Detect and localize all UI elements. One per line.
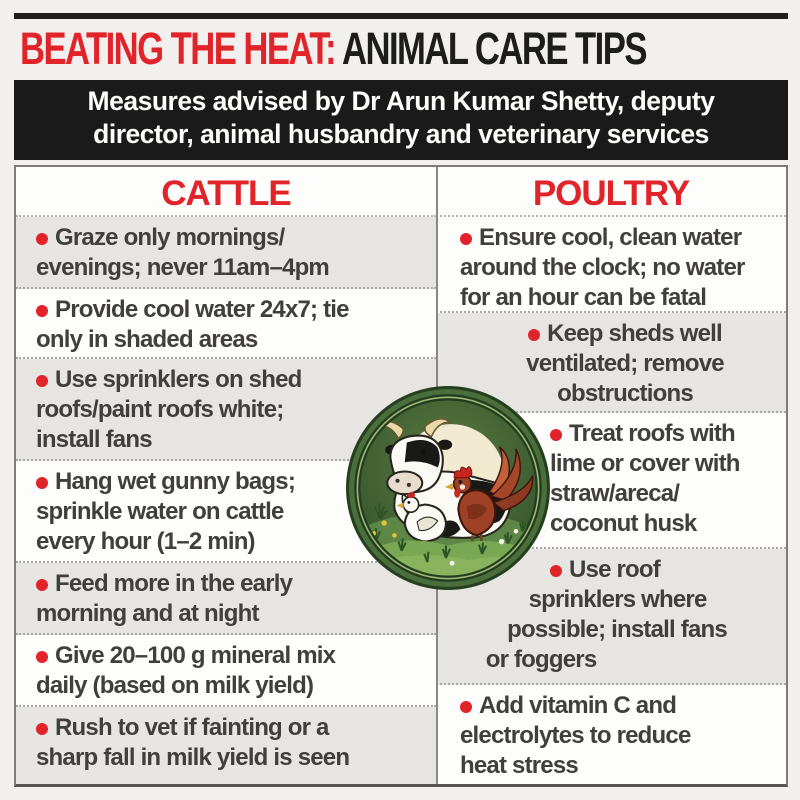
cattle-tip-5: Feed more in the early morning and at ni… (16, 563, 436, 635)
cattle-tip-7: Rush to vet if fainting or a sharp fall … (16, 707, 436, 784)
column-poultry: POULTRY Ensure cool, clean water around … (436, 167, 786, 784)
subtitle-banner: Measures advised by Dr Arun Kumar Shetty… (14, 80, 788, 160)
poultry-tip-2: Keep sheds well ventilated; remove obstr… (436, 313, 786, 413)
title-highlight: BEATING THE HEAT: (20, 23, 337, 74)
tip-text: Keep sheds well ventilated; remove obstr… (526, 320, 724, 407)
farm-badge-illustration (346, 386, 550, 590)
tip-text: Add vitamin C and electrolytes to reduce… (460, 692, 691, 779)
hen-icon (396, 491, 447, 552)
bullet-icon (36, 579, 48, 591)
banner-line-2: director, animal husbandry and veterinar… (93, 119, 709, 149)
tip-text: Use roof sprinklers where possible; inst… (485, 556, 728, 673)
bullet-icon (550, 565, 562, 577)
content-box: CATTLE Graze only mornings/ evenings; ne… (14, 165, 788, 787)
tip-text: Ensure cool, clean water around the cloc… (460, 224, 745, 311)
bullet-icon (36, 233, 48, 245)
title-rest: ANIMAL CARE TIPS (335, 23, 647, 74)
bullet-icon (460, 233, 472, 245)
bullet-icon (36, 723, 48, 735)
tip-text: Treat roofs with lime or cover with stra… (550, 420, 740, 537)
poultry-tip-1: Ensure cool, clean water around the cloc… (436, 217, 786, 313)
bullet-icon (36, 305, 48, 317)
bullet-icon (36, 651, 48, 663)
bullet-icon (36, 375, 48, 387)
farm-badge (345, 385, 551, 591)
poultry-tip-5: Add vitamin C and electrolytes to reduce… (436, 685, 786, 784)
tip-text: Graze only mornings/ evenings; never 11a… (36, 224, 330, 281)
bullet-icon (550, 429, 562, 441)
bullet-icon (460, 701, 472, 713)
badge-ring-highlight (356, 396, 540, 580)
tip-text: Hang wet gunny bags; sprinkle water on c… (36, 468, 296, 555)
tip-text: Rush to vet if fainting or a sharp fall … (36, 714, 350, 771)
banner-line-1: Measures advised by Dr Arun Kumar Shetty… (87, 86, 715, 116)
top-rule (14, 13, 788, 19)
tip-text: Feed more in the early morning and at ni… (36, 570, 293, 627)
cattle-tip-6: Give 20–100 g mineral mix daily (based o… (16, 635, 436, 707)
page-title: BEATING THE HEAT: ANIMAL CARE TIPS (20, 22, 647, 76)
infographic: BEATING THE HEAT: ANIMAL CARE TIPS Measu… (14, 13, 788, 787)
bullet-icon (528, 329, 541, 341)
cattle-tip-1: Graze only mornings/ evenings; never 11a… (16, 217, 436, 289)
cattle-header: CATTLE (16, 167, 436, 217)
rooster-icon (444, 446, 534, 550)
tip-text: Provide cool water 24x7; tie only in sha… (36, 296, 350, 353)
tip-text: Use sprinklers on shed roofs/paint roofs… (36, 366, 302, 453)
poultry-header: POULTRY (436, 167, 786, 217)
bullet-icon (36, 477, 48, 489)
tip-text: Give 20–100 g mineral mix daily (based o… (36, 642, 336, 699)
cattle-tip-2: Provide cool water 24x7; tie only in sha… (16, 289, 436, 359)
